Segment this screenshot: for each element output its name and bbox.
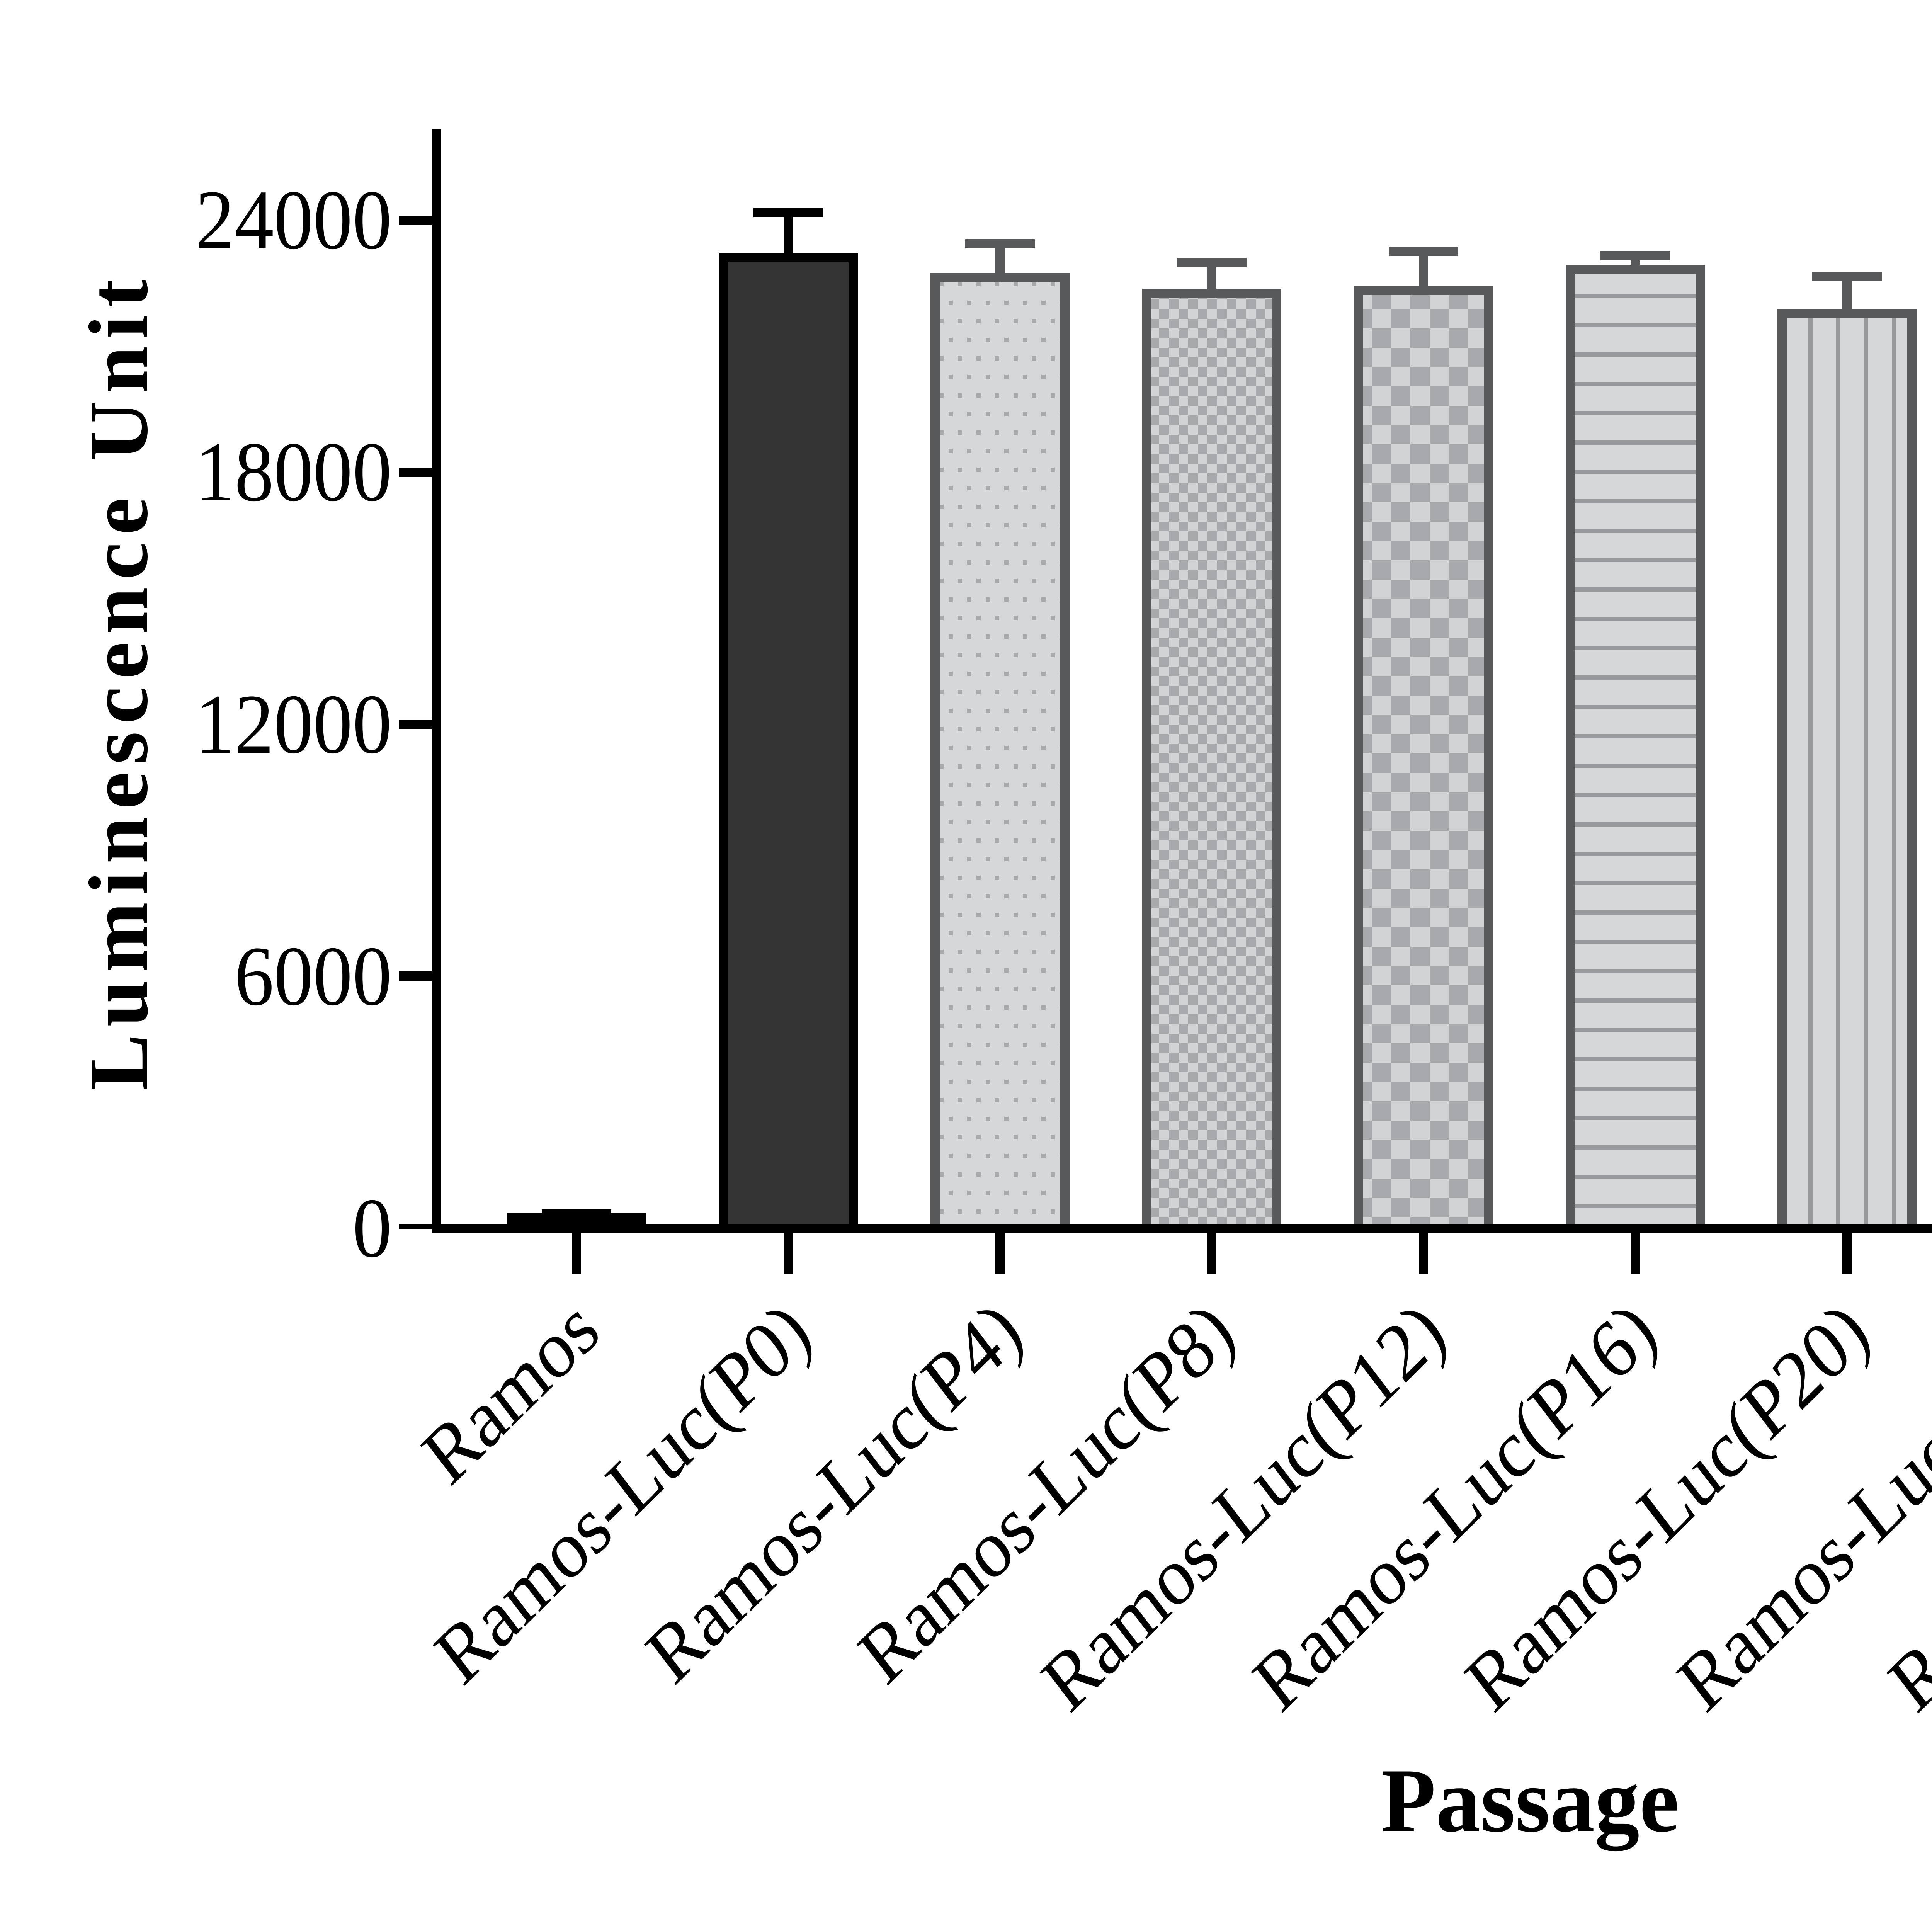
svg-text:Ramos-Luc(P8): Ramos-Luc(P8)	[844, 1284, 1249, 1701]
svg-text:Passage: Passage	[1381, 1750, 1679, 1852]
svg-text:6000: 6000	[235, 929, 392, 1023]
svg-text:0: 0	[352, 1181, 392, 1275]
svg-text:Ramos-Luc(P4): Ramos-Luc(P4)	[631, 1283, 1037, 1701]
svg-text:Ramos-Luc(P0): Ramos-Luc(P0)	[420, 1284, 825, 1701]
svg-text:Ramos: Ramos	[407, 1281, 614, 1502]
svg-text:12000: 12000	[195, 677, 392, 771]
svg-text:18000: 18000	[195, 425, 392, 519]
svg-text:24000: 24000	[195, 173, 392, 267]
svg-text:Luminescence Unit: Luminescence Unit	[72, 272, 165, 1090]
